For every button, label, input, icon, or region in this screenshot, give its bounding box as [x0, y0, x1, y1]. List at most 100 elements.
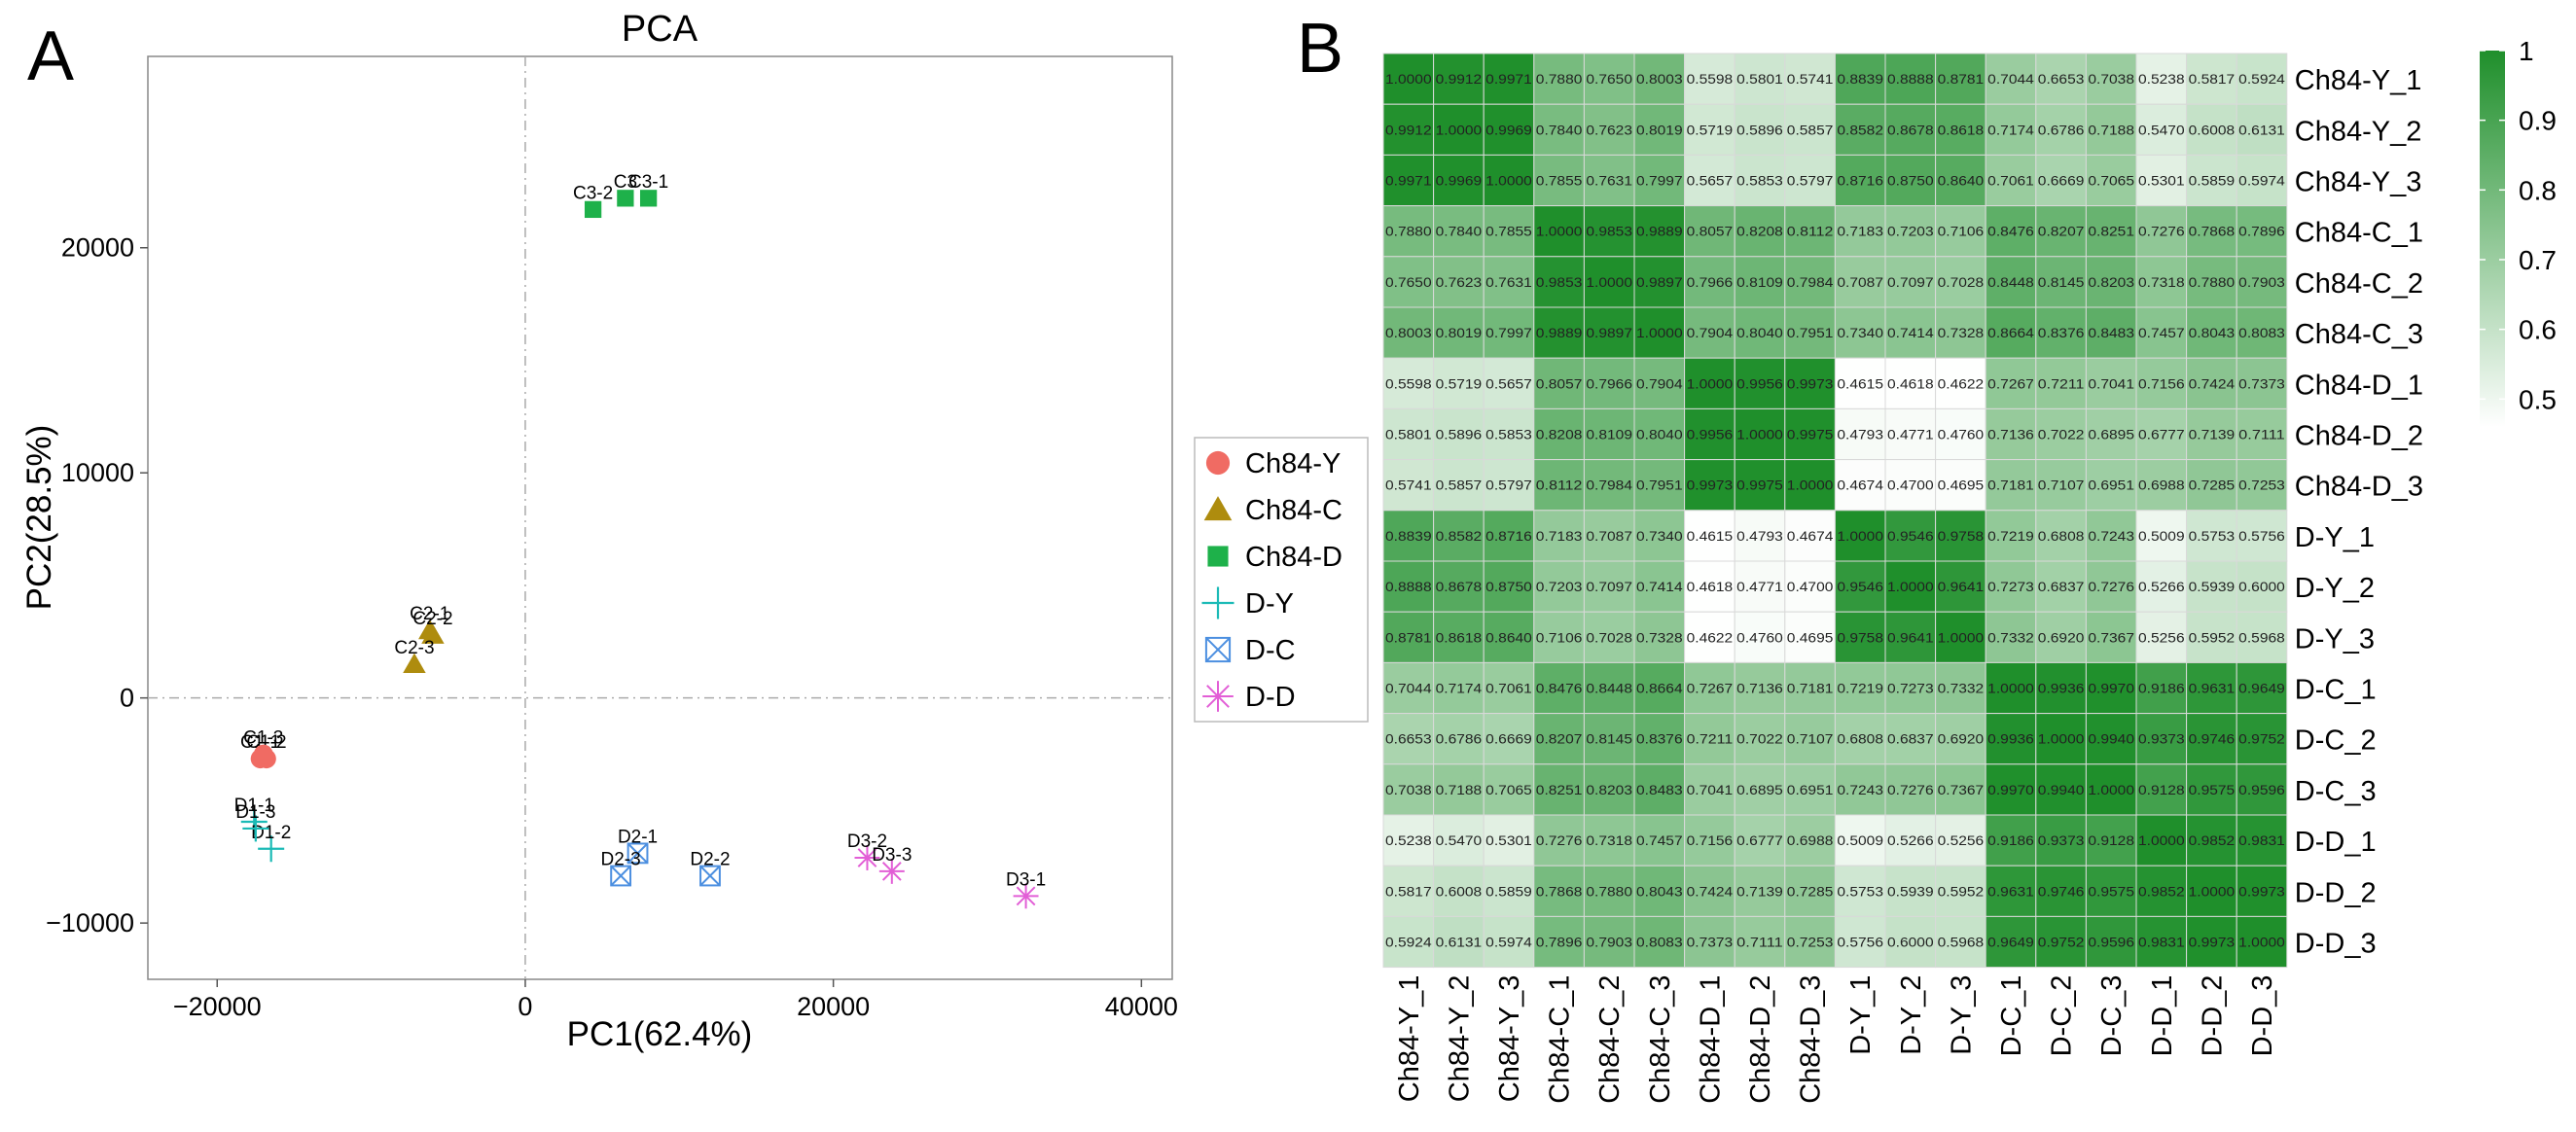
- pca-legend-marker: [1205, 450, 1231, 476]
- heatmap-cell-value: 0.7219: [1837, 681, 1883, 696]
- heatmap-column-label: D-D_3: [2247, 975, 2278, 1057]
- heatmap-cell: [1985, 661, 2037, 715]
- heatmap-row-label: Ch84-Y_2: [2295, 116, 2422, 147]
- heatmap-cell-value: 0.8678: [1887, 122, 1934, 137]
- heatmap-cell: [1382, 661, 1435, 715]
- heatmap-cell-value: 0.5009: [2138, 528, 2185, 544]
- heatmap-cell-value: 0.4695: [1787, 629, 1834, 645]
- heatmap-cell-value: 0.7276: [2088, 579, 2134, 594]
- heatmap-cell-value: 0.7022: [1736, 731, 1783, 747]
- heatmap-cell-value: 0.8203: [1586, 782, 1632, 797]
- heatmap-cell-value: 0.9546: [1887, 528, 1934, 544]
- heatmap-cell-value: 0.7038: [2088, 71, 2134, 87]
- heatmap-cell-value: 0.7022: [2038, 427, 2085, 442]
- heatmap-cell-value: 0.6988: [2138, 478, 2185, 493]
- heatmap-cell: [1985, 53, 2037, 105]
- pca-point-label: D1-3: [235, 802, 275, 823]
- heatmap-cell-value: 0.5801: [1736, 71, 1783, 87]
- heatmap-cell-value: 0.5952: [2189, 629, 2236, 645]
- pca-legend-label: D-Y: [1245, 588, 1294, 619]
- heatmap-cell: [1884, 763, 1937, 816]
- heatmap-cell: [2135, 459, 2188, 512]
- heatmap-cell: [1533, 865, 1585, 917]
- pca-point-label: D3-1: [1006, 869, 1046, 890]
- correlation-heatmap: 1.0000 0.9912 0.9971 0.7880 0.7650 0.8003 0.55…: [1382, 36, 2557, 1104]
- pca-point: [242, 815, 269, 842]
- pca-point-label: C3-2: [573, 183, 613, 203]
- heatmap-cell-value: 0.7966: [1586, 375, 1632, 391]
- heatmap-cell: [1834, 53, 1886, 105]
- heatmap-cell-value: 0.6131: [2238, 122, 2285, 137]
- heatmap-cell-value: 0.7243: [2088, 528, 2134, 544]
- heatmap-cell-value: 0.4771: [1887, 427, 1934, 442]
- heatmap-cell: [1533, 560, 1585, 613]
- heatmap-cell-value: 0.9758: [1938, 528, 1985, 544]
- heatmap-cell-value: 0.7855: [1485, 224, 1532, 239]
- heatmap-cell: [1734, 661, 1786, 715]
- heatmap-cell: [1633, 915, 1686, 969]
- pca-point: [699, 865, 721, 887]
- heatmap-cell-value: 0.5939: [2189, 579, 2236, 594]
- heatmap-cell-value: 0.5756: [1837, 935, 1883, 950]
- heatmap-cell: [1834, 814, 1886, 867]
- heatmap-cell: [1483, 103, 1535, 156]
- heatmap-cell: [1633, 560, 1686, 613]
- heatmap-cell: [1784, 306, 1836, 359]
- heatmap-cell-value: 1.0000: [1436, 122, 1483, 137]
- heatmap-cell-value: 1.0000: [1536, 224, 1583, 239]
- heatmap-cell: [1684, 865, 1735, 917]
- heatmap-cell: [2236, 103, 2288, 156]
- heatmap-cell-value: 0.9969: [1485, 122, 1532, 137]
- heatmap-cell: [1985, 713, 2037, 765]
- colorbar-tick-label: 0.7: [2519, 245, 2557, 275]
- heatmap-column-label: Ch84-D_3: [1796, 975, 1827, 1104]
- heatmap-row-label: D-C_3: [2295, 776, 2377, 807]
- heatmap-cell-value: 0.7903: [1586, 935, 1632, 950]
- heatmap-cell: [2236, 763, 2288, 816]
- heatmap-cell-value: 0.8040: [1736, 325, 1783, 340]
- heatmap-cell-value: 0.6808: [2038, 528, 2085, 544]
- heatmap-cell-value: 0.5470: [2138, 122, 2185, 137]
- heatmap-cell-value: 0.4760: [1938, 427, 1985, 442]
- heatmap-cell-value: 0.7156: [2138, 375, 2185, 391]
- heatmap-cell: [1483, 611, 1535, 663]
- heatmap-cell: [1583, 357, 1635, 409]
- heatmap-cell-value: 0.5238: [1385, 832, 1432, 848]
- heatmap-cell: [1734, 611, 1786, 663]
- heatmap-cell: [1834, 459, 1886, 512]
- heatmap-cell: [1935, 611, 1986, 663]
- heatmap-cell-value: 0.5924: [1385, 935, 1432, 950]
- heatmap-cell-value: 0.8483: [2088, 325, 2134, 340]
- heatmap-cell-value: 0.7414: [1636, 579, 1683, 594]
- heatmap-cell: [1684, 915, 1735, 969]
- heatmap-cell-value: 0.4674: [1837, 478, 1883, 493]
- heatmap-cell: [1784, 763, 1836, 816]
- heatmap-cell-value: 0.6131: [1436, 935, 1483, 950]
- heatmap-cell-value: 0.4793: [1736, 528, 1783, 544]
- heatmap-cell-value: 0.7285: [2189, 478, 2236, 493]
- heatmap-cell-value: 0.6951: [2088, 478, 2134, 493]
- heatmap-cell-value: 0.8109: [1736, 274, 1783, 290]
- heatmap-cell-value: 0.8376: [1636, 731, 1683, 747]
- heatmap-cell-value: 0.7139: [2189, 427, 2236, 442]
- heatmap-cell-value: 0.5797: [1787, 173, 1834, 189]
- heatmap-cell: [1734, 865, 1786, 917]
- heatmap-cell: [2186, 611, 2237, 663]
- heatmap-cell-value: 0.4615: [1837, 375, 1883, 391]
- heatmap-cell: [2035, 865, 2087, 917]
- heatmap-cell: [1884, 459, 1937, 512]
- heatmap-cell: [2085, 53, 2137, 105]
- heatmap-cell-value: 0.8664: [1987, 325, 2034, 340]
- heatmap-cell-value: 0.5817: [1385, 883, 1432, 899]
- heatmap-cell: [1985, 560, 2037, 613]
- heatmap-cell-value: 0.8003: [1636, 71, 1683, 87]
- heatmap-cell-value: 0.8057: [1536, 375, 1583, 391]
- heatmap-cell-value: 0.7106: [1536, 629, 1583, 645]
- heatmap-cell: [1483, 256, 1535, 308]
- pca-plot-area: [147, 55, 1173, 980]
- heatmap-cell-value: 0.9575: [2088, 883, 2134, 899]
- pca-x-tick-label: 20000: [797, 992, 870, 1021]
- heatmap-cell: [1834, 407, 1886, 461]
- heatmap-cell-value: 0.8888: [1385, 579, 1432, 594]
- heatmap-cell-value: 1.0000: [1636, 325, 1683, 340]
